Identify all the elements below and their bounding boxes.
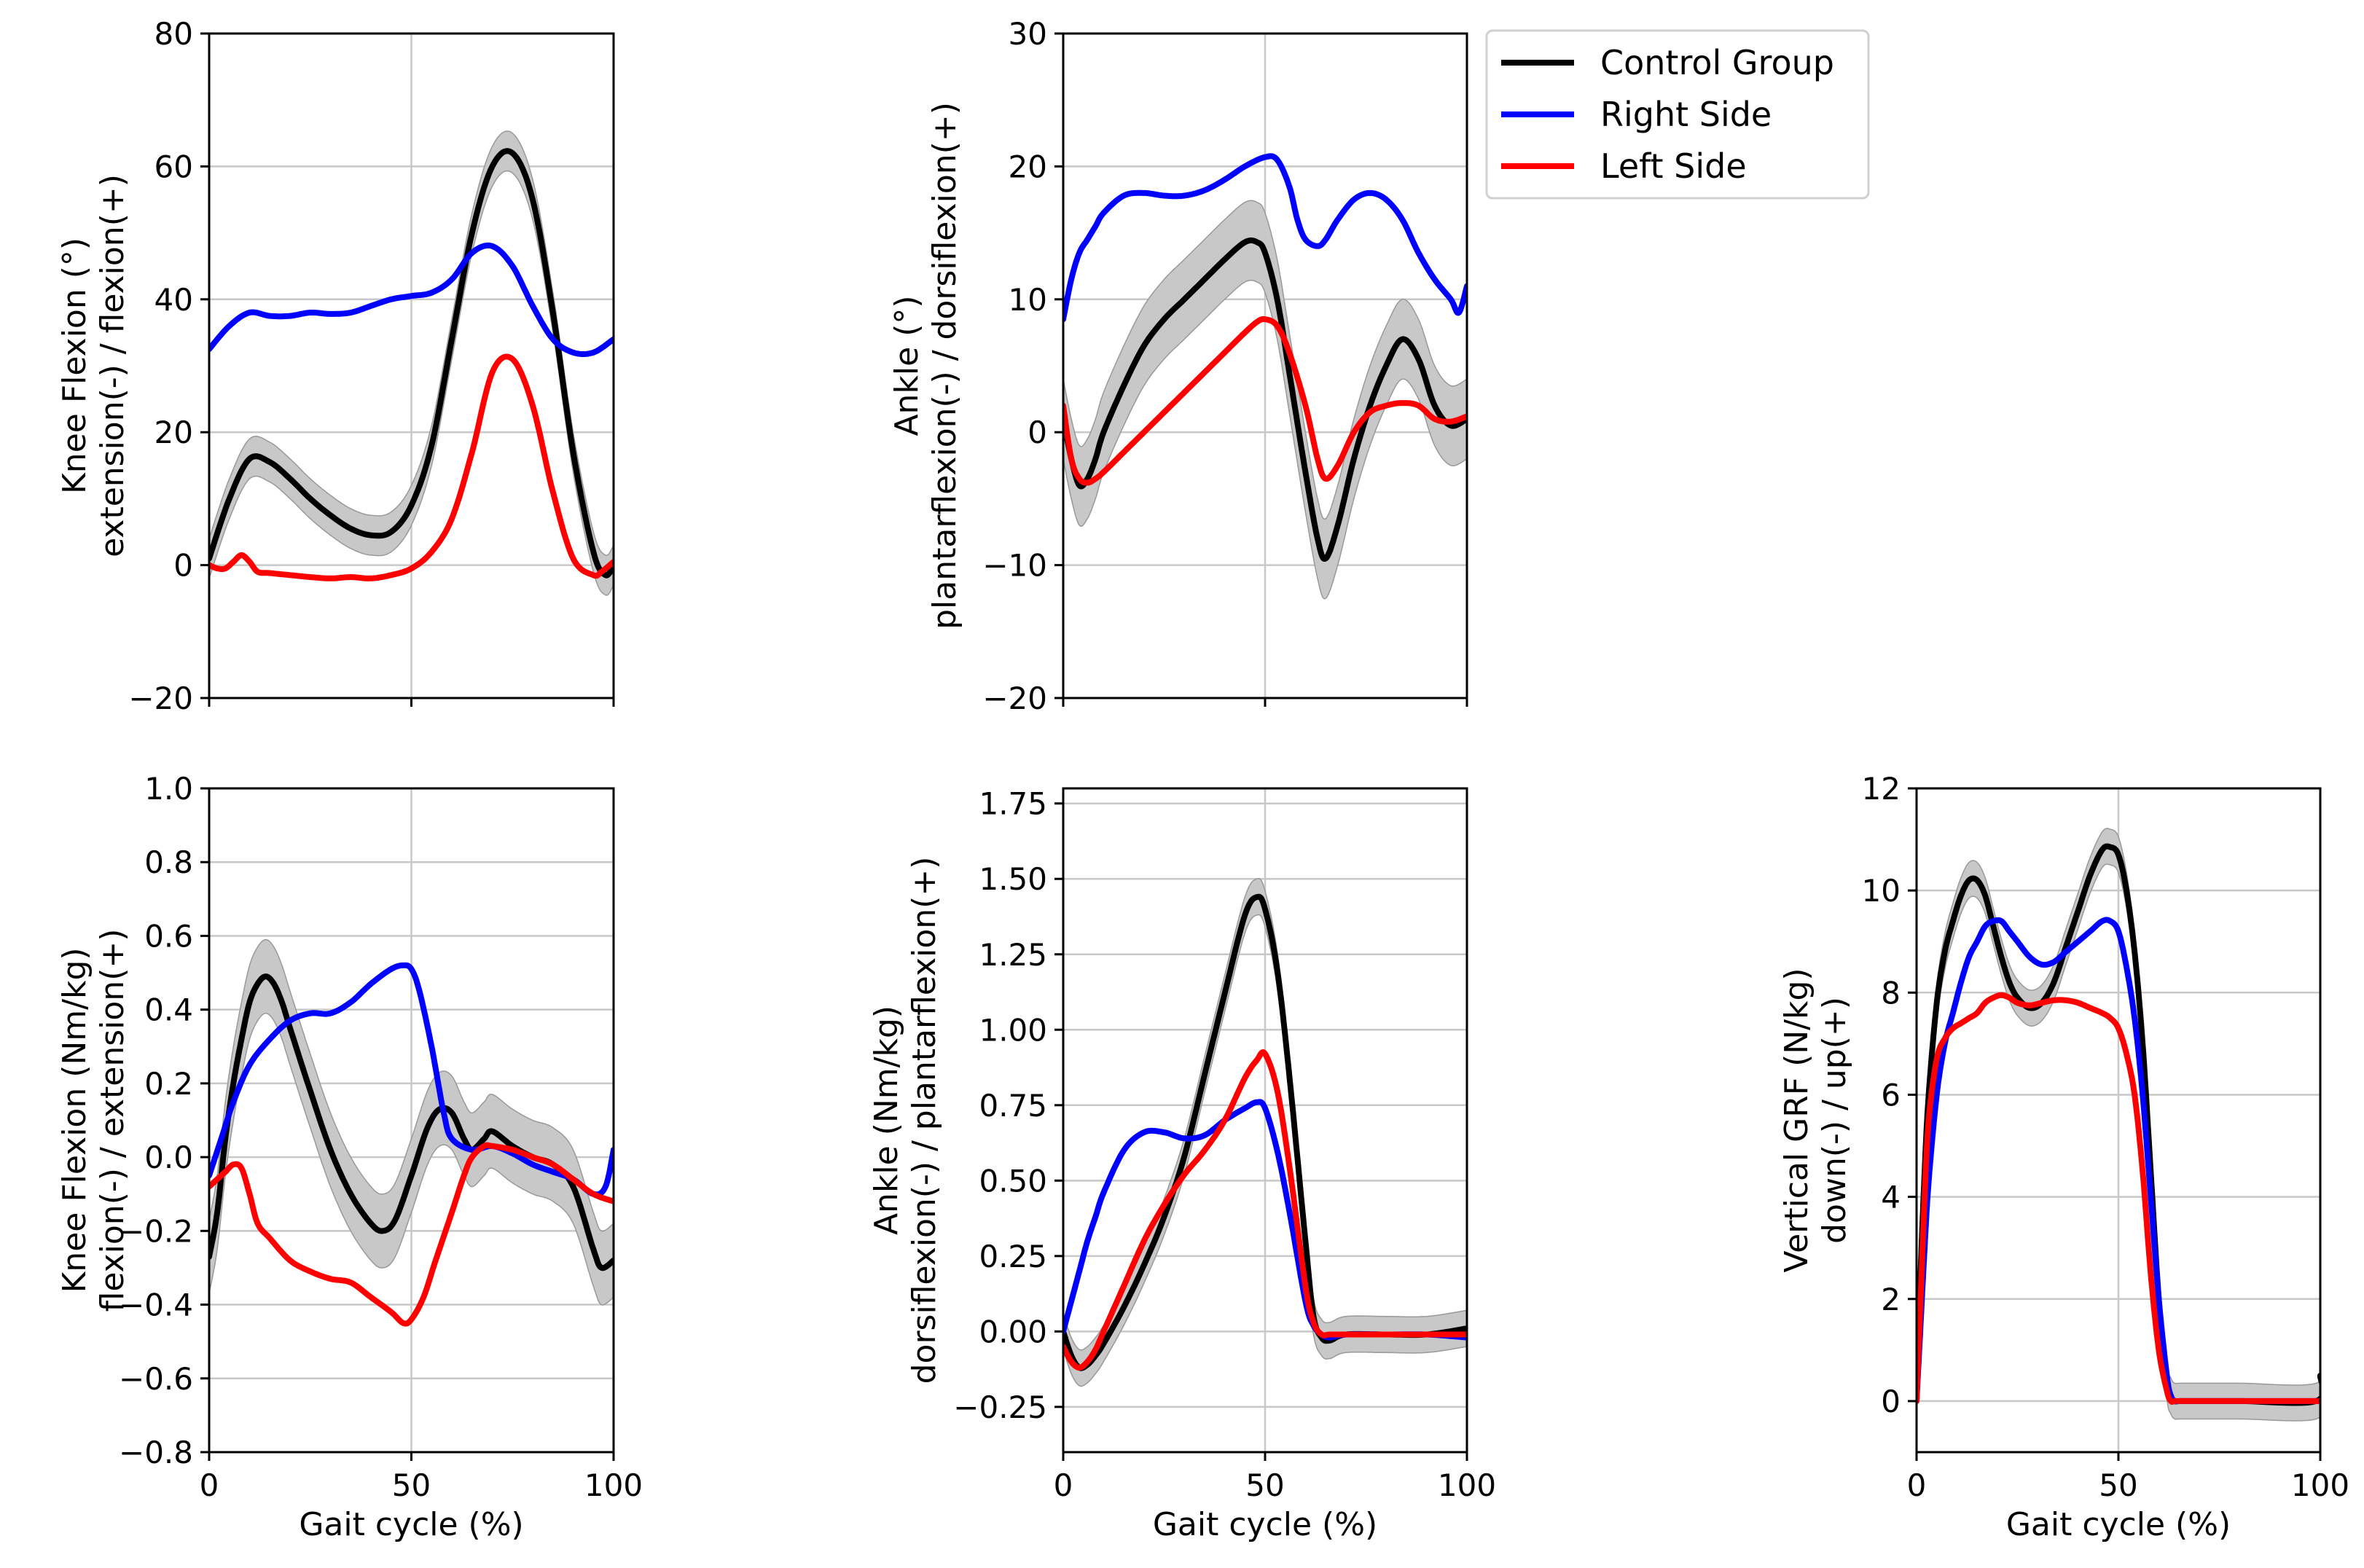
series-line-left-side [1917, 992, 2320, 1405]
y-axis-label: down(-) / up(+) [1816, 997, 1853, 1244]
y-tick-label: −0.8 [119, 1435, 193, 1470]
y-axis-label: Ankle (Nm/kg) [868, 1006, 905, 1235]
y-tick-label: 1.25 [979, 937, 1047, 973]
x-tick-label: 100 [2291, 1467, 2349, 1503]
y-tick-label: 0.25 [979, 1239, 1047, 1274]
y-tick-label: 80 [154, 16, 193, 52]
y-axis-label: Vertical GRF (N/kg) [1778, 968, 1815, 1272]
legend-label-control: Control Group [1600, 43, 1834, 82]
plot-area [1063, 153, 1467, 600]
x-tick-label: 100 [1438, 1467, 1496, 1503]
series-line-control-group [1063, 237, 1467, 562]
y-tick-label: 0.4 [144, 992, 193, 1028]
y-tick-label: −20 [982, 681, 1047, 716]
y-tick-label: 0 [173, 548, 193, 584]
band-control-group [209, 130, 614, 596]
series-line-left-side [1063, 1049, 1467, 1371]
y-tick-label: 0.75 [979, 1088, 1047, 1124]
y-axis-label: dorsiflexion(-) / plantarflexion(+) [906, 857, 943, 1384]
legend-label-right: Right Side [1600, 95, 1772, 134]
x-tick-label: 50 [1245, 1467, 1284, 1503]
series-line-left-side [209, 353, 614, 581]
y-tick-label: 60 [154, 149, 193, 184]
series-line-right-side [1063, 1099, 1467, 1341]
panel-knee-angle: −20 0 20 40 60 80 Knee Flexion (°) extension(-)… [56, 16, 615, 716]
legend: Control Group Right Side Left Side [1485, 29, 1870, 200]
y-tick-label: 30 [1009, 16, 1047, 52]
x-tick-label: 50 [392, 1467, 431, 1503]
y-tick-label: −0.6 [119, 1361, 193, 1397]
y-tick-label: 1.50 [979, 861, 1047, 897]
panel-vertical-grf: 0 2 4 6 8 10 12 0 50 100 Gait cycle (%) Vertical GR… [1778, 771, 2349, 1543]
y-axis-label: Knee Flexion (°) [56, 238, 93, 494]
y-tick-label: 1.0 [144, 771, 193, 807]
y-tick-label: −0.2 [119, 1213, 193, 1249]
y-tick-label: 40 [154, 282, 193, 318]
legend-frame [1485, 29, 1870, 200]
series-line-right-side [1917, 917, 2320, 1405]
plot-area [209, 130, 614, 596]
legend-label-left: Left Side [1600, 146, 1747, 186]
series-line-left-side [209, 1142, 614, 1327]
panel-knee-moment: −0.8 −0.6 −0.4 −0.2 0.0 0.2 0.4 0.6 0.8 1.0 0 50 100… [56, 771, 643, 1543]
band-control-group [1063, 200, 1467, 600]
y-axis-label: extension(-) / flexion(+) [94, 174, 131, 557]
series-line-right-side [209, 242, 614, 357]
y-axis-label: Ankle (°) [888, 295, 925, 436]
y-axis-label: Knee Flexion (Nm/kg) [56, 947, 93, 1293]
series-line-right-side [209, 962, 614, 1198]
x-axis-label: Gait cycle (%) [299, 1506, 523, 1543]
plot-area [1917, 828, 2320, 1422]
y-tick-label: 2 [1881, 1282, 1901, 1317]
series-line-left-side [1063, 315, 1467, 486]
y-tick-label: 1.00 [979, 1012, 1047, 1048]
band-control-group [1917, 828, 2320, 1422]
y-axis-label: plantarflexion(-) / dorsiflexion(+) [926, 102, 963, 630]
plot-area [1063, 878, 1467, 1387]
y-tick-label: 0.6 [144, 918, 193, 954]
y-tick-label: 0.0 [144, 1140, 193, 1175]
y-tick-label: −0.25 [953, 1389, 1047, 1425]
y-tick-label: 4 [1881, 1180, 1901, 1215]
y-tick-label: 10 [1862, 873, 1901, 909]
x-tick-label: 50 [2099, 1467, 2137, 1503]
series-line-control-group [1063, 893, 1467, 1371]
y-tick-label: 0.8 [144, 844, 193, 880]
y-tick-label: 20 [1009, 149, 1047, 184]
x-tick-label: 0 [1054, 1467, 1073, 1503]
x-axis-label: Gait cycle (%) [2006, 1506, 2231, 1543]
panel-ankle-moment: −0.25 0.00 0.25 0.50 0.75 1.00 1.25 1.50 1.75 0 50… [868, 786, 1496, 1543]
series-line-control-group [209, 148, 614, 579]
y-tick-label: 0.50 [979, 1163, 1047, 1199]
x-axis-label: Gait cycle (%) [1153, 1506, 1377, 1543]
y-tick-label: 0.2 [144, 1066, 193, 1102]
y-tick-label: 10 [1009, 282, 1047, 318]
y-tick-label: 0 [1881, 1384, 1901, 1419]
series-line-right-side [1063, 153, 1467, 323]
y-tick-label: −10 [982, 548, 1047, 584]
y-tick-label: 12 [1862, 771, 1901, 807]
y-tick-label: −0.4 [119, 1287, 193, 1323]
y-tick-label: 0.00 [979, 1314, 1047, 1349]
plot-area [209, 938, 614, 1327]
y-tick-label: 6 [1881, 1077, 1901, 1113]
y-tick-label: 20 [154, 415, 193, 450]
x-tick-label: 0 [200, 1467, 219, 1503]
y-tick-label: 1.75 [979, 786, 1047, 822]
band-control-group [209, 938, 614, 1306]
y-tick-label: 0 [1028, 415, 1047, 450]
x-tick-label: 100 [584, 1467, 643, 1503]
grid [1063, 788, 1467, 1452]
grid [1063, 34, 1467, 698]
y-tick-label: 8 [1881, 975, 1901, 1011]
panel-ankle-angle: −20 −10 0 10 20 30 Ankle (°) plantarflexion(-) … [888, 16, 1468, 716]
x-tick-label: 0 [1907, 1467, 1927, 1503]
y-tick-label: −20 [128, 681, 193, 716]
grid [209, 34, 614, 698]
y-axis-label: flexion(-) / extension(+) [94, 929, 131, 1312]
